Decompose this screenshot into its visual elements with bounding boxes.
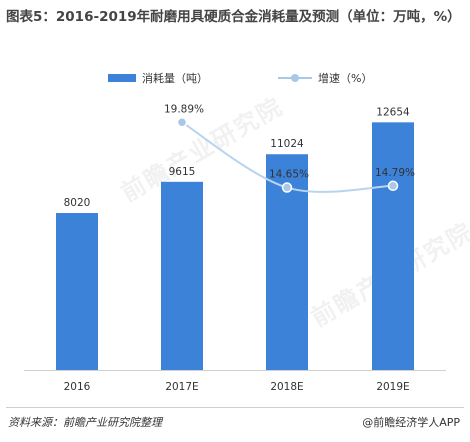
brand-credit: @前瞻经济学人APP xyxy=(362,416,460,429)
footer-divider xyxy=(6,407,464,408)
legend-line-swatch xyxy=(278,73,312,83)
source-note: 资料来源：前瞻产业研究院整理 xyxy=(8,416,162,429)
growth-point xyxy=(387,180,399,192)
chart-title: 图表5：2016-2019年耐磨用具硬质合金消耗量及预测（单位：万吨，%） xyxy=(6,9,461,25)
x-tick-label: 2018E xyxy=(270,381,303,393)
growth-value-label: 14.65% xyxy=(269,169,309,181)
x-tick-label: 2017E xyxy=(165,381,198,393)
legend-bar-swatch xyxy=(108,74,136,82)
growth-point xyxy=(281,182,293,193)
bar xyxy=(372,122,414,370)
growth-point xyxy=(176,117,188,128)
bar-value-label: 12654 xyxy=(376,106,410,118)
growth-value-label: 14.79% xyxy=(375,167,415,179)
growth-value-label: 19.89% xyxy=(164,103,204,115)
bar xyxy=(161,181,203,370)
bar xyxy=(56,213,98,370)
bar-value-label: 11024 xyxy=(270,138,304,150)
legend-item-growth: 增速（%） xyxy=(278,70,372,86)
legend-line-label: 增速（%） xyxy=(318,72,373,85)
x-tick-label: 2016 xyxy=(64,381,91,393)
chart-legend: 消耗量（吨） 增速（%） xyxy=(0,70,470,86)
bar-value-label: 8020 xyxy=(64,197,91,209)
x-tick-label: 2019E xyxy=(376,381,409,393)
legend-item-consumption: 消耗量（吨） xyxy=(108,70,208,86)
legend-bar-label: 消耗量（吨） xyxy=(142,72,208,85)
bar-value-label: 9615 xyxy=(169,166,196,178)
